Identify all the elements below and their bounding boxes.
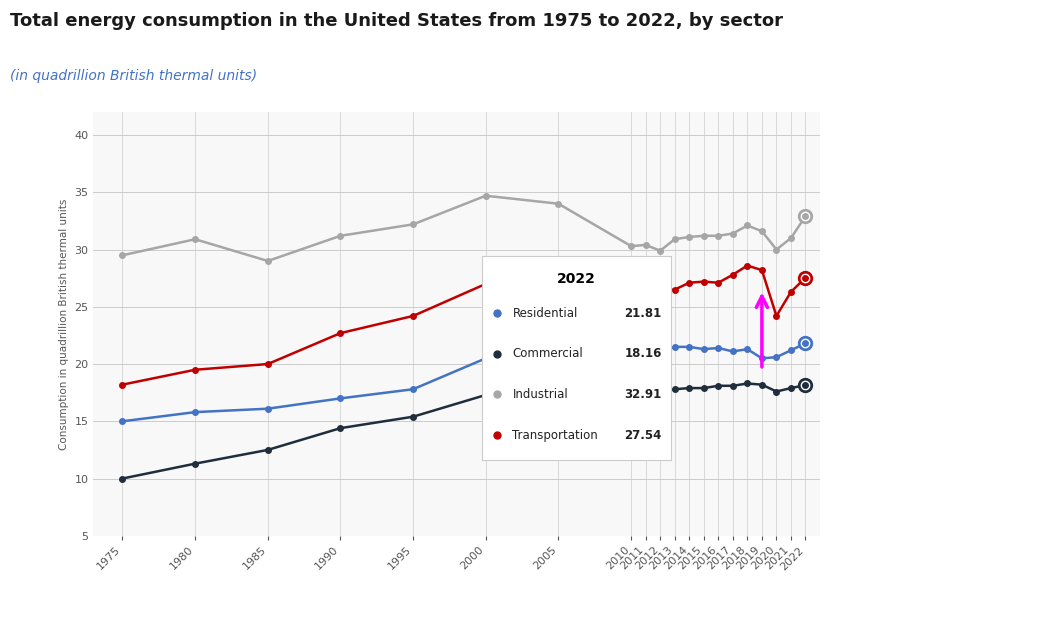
Y-axis label: Consumption in quadrillion British thermal units: Consumption in quadrillion British therm…: [59, 198, 69, 450]
Text: Total energy consumption in the United States from 1975 to 2022, by sector: Total energy consumption in the United S…: [10, 12, 784, 31]
Text: (in quadrillion British thermal units): (in quadrillion British thermal units): [10, 69, 257, 82]
